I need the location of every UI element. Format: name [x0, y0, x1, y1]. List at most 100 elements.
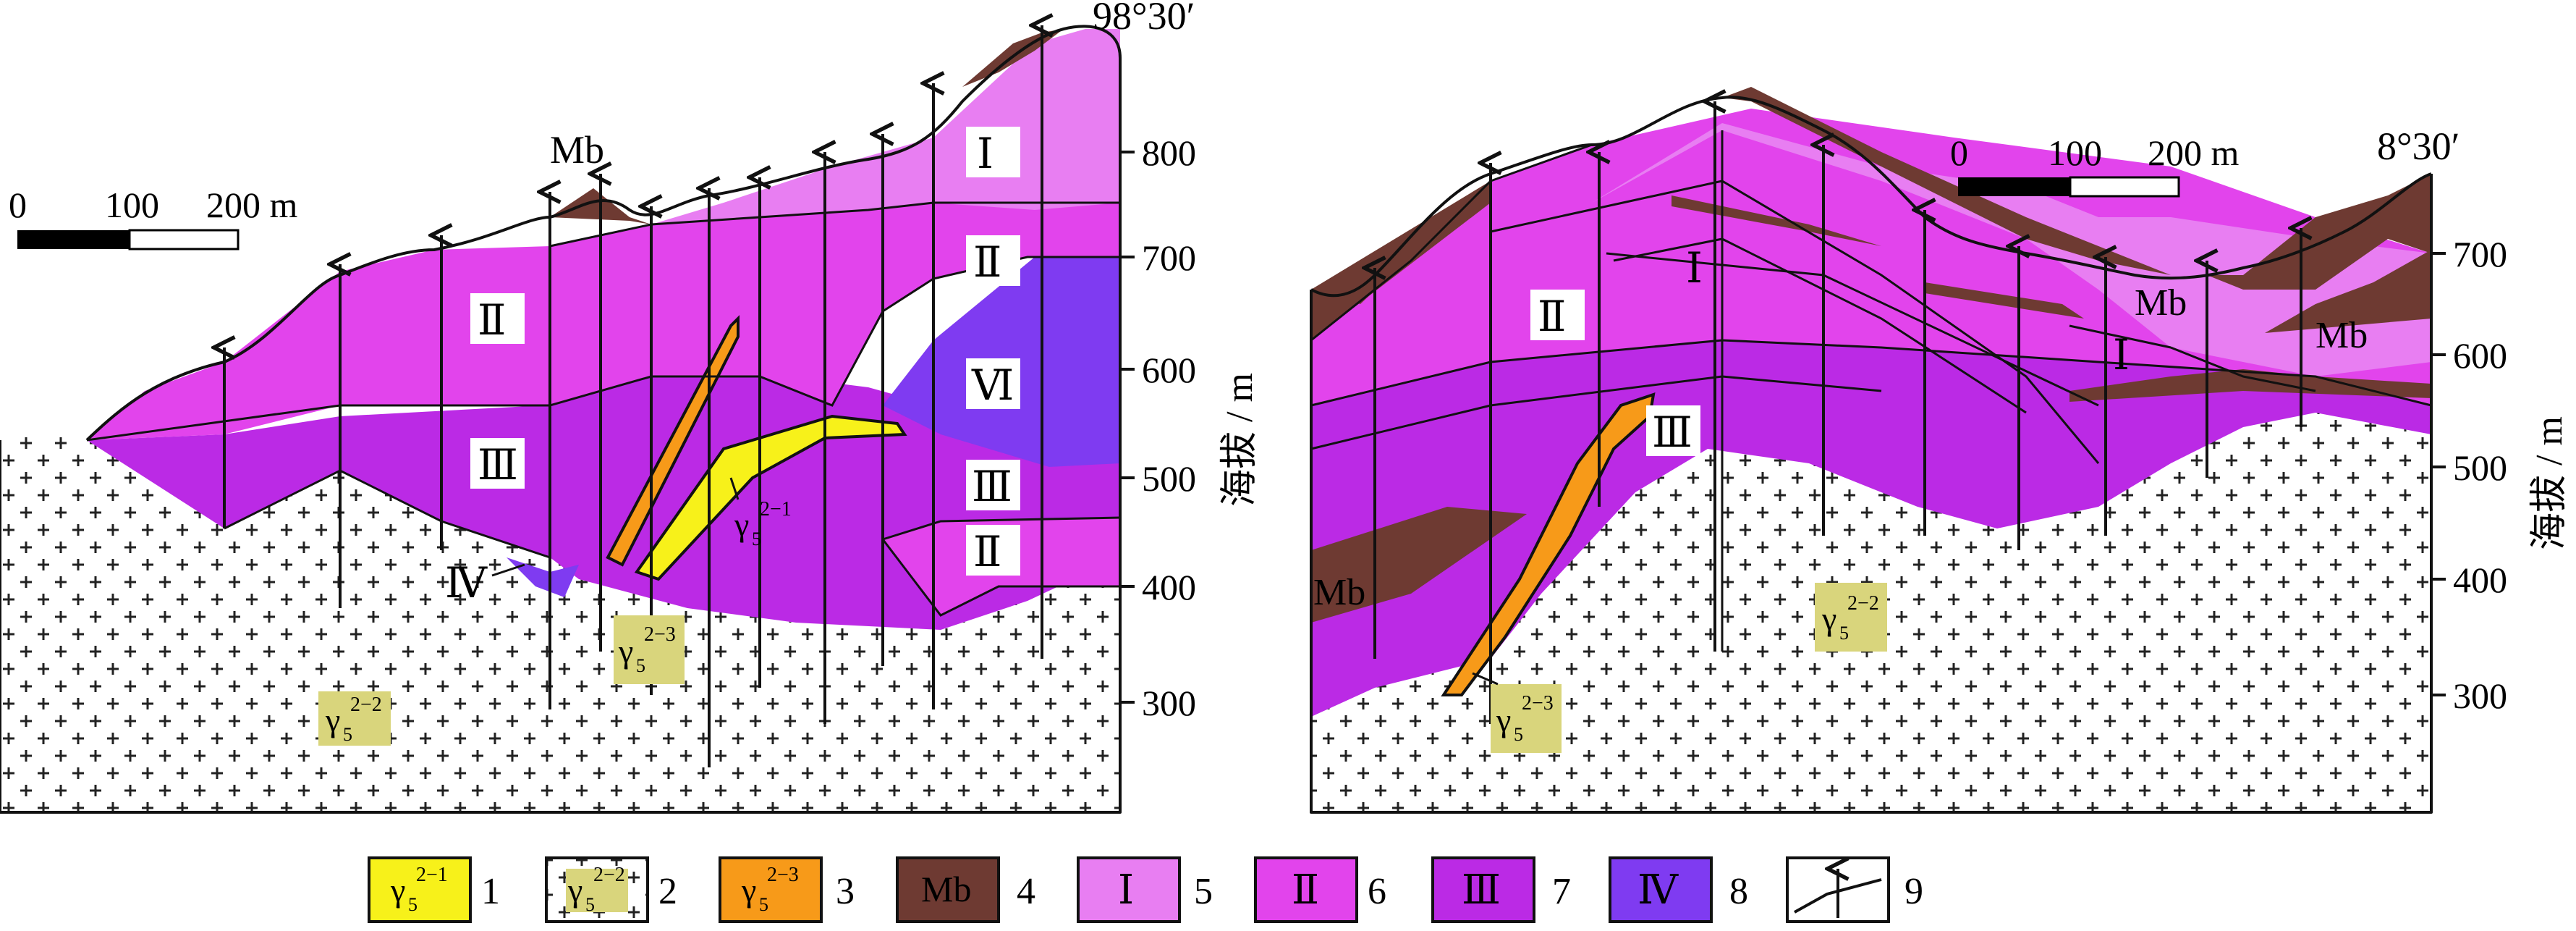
- right-label-unit-I-right: Ⅰ: [2113, 332, 2130, 379]
- right-elev-tick-500: 500: [2453, 447, 2507, 488]
- legend-4-text: Mb: [921, 869, 971, 909]
- left-label-unit-IV: Ⅳ: [445, 560, 488, 607]
- left-unit-II-body: [87, 203, 1120, 440]
- left-g23-sub: 5: [636, 655, 645, 676]
- right-elev-tick-600: 600: [2453, 335, 2507, 376]
- legend-8-text: Ⅳ: [1637, 868, 1679, 913]
- legend: γ 5 2−1 1 γ 5 2−2 2 γ 5 2−3 3 Mb 4 Ⅰ: [368, 856, 1923, 923]
- right-g22-base: γ: [1821, 600, 1836, 637]
- right-scale-end: 200 m: [2148, 132, 2240, 173]
- legend-3-base: γ: [741, 872, 756, 909]
- right-g23-sub: 5: [1514, 724, 1523, 745]
- right-label-unit-I-top: Ⅰ: [1686, 245, 1703, 292]
- left-label-marble: Mb: [550, 128, 604, 172]
- legend-item-5: Ⅰ 5: [1077, 856, 1213, 923]
- legend-item-7: Ⅲ 7: [1431, 856, 1571, 923]
- legend-2-sup: 2−2: [593, 864, 625, 886]
- left-scale-end: 200 m: [206, 185, 298, 225]
- left-topography: [85, 25, 1122, 442]
- left-scale-zero: 0: [9, 185, 27, 225]
- left-elev-tick-800: 800: [1142, 132, 1196, 173]
- legend-3-num: 3: [836, 871, 855, 912]
- left-g23-sup: 2−3: [644, 623, 676, 646]
- left-g22-sup: 2−2: [350, 694, 382, 716]
- left-section-frame: [0, 58, 1122, 814]
- right-marble-band-3: [2069, 369, 2431, 402]
- legend-9-num: 9: [1905, 871, 1923, 912]
- legend-1-base: γ: [390, 872, 405, 909]
- left-g21-sub: 5: [752, 528, 761, 549]
- right-elevation-axis: 700 600 500 400 300 海拔 / m: [2431, 234, 2570, 716]
- left-label-unit-II-left: Ⅱ: [478, 297, 506, 344]
- left-unit-I-cap: [550, 29, 1120, 246]
- legend-2-sub: 5: [585, 894, 595, 915]
- right-elev-axis-title: 海拔 / m: [2529, 416, 2570, 550]
- right-unit-labels: Ⅱ Ⅰ Ⅲ Mb Mb Mb Ⅰ: [1313, 245, 2368, 613]
- legend-6-text: Ⅱ: [1292, 868, 1319, 913]
- legend-3-sup: 2−3: [767, 864, 799, 886]
- left-g21-base: γ: [734, 506, 749, 543]
- right-elev-tick-700: 700: [2453, 234, 2507, 274]
- right-label-unit-III: Ⅲ: [1652, 409, 1692, 456]
- right-marble-right: [2265, 250, 2431, 333]
- left-label-unit-II-top: Ⅱ: [973, 239, 1001, 286]
- left-longitude-label: 98°30′: [1093, 0, 1195, 38]
- legend-2-base: γ: [567, 872, 582, 909]
- left-g23-base: γ: [618, 633, 633, 670]
- legend-6-num: 6: [1368, 871, 1386, 912]
- legend-7-num: 7: [1552, 871, 1571, 912]
- right-base-layers: [1311, 340, 2431, 717]
- legend-3-sub: 5: [759, 894, 768, 915]
- left-elev-axis-title: 海拔 / m: [1219, 373, 1261, 507]
- left-label-unit-II-low: Ⅱ: [973, 528, 1001, 576]
- left-label-unit-I: Ⅰ: [977, 130, 993, 177]
- right-scale-bar: 0 100 200 m: [1950, 132, 2240, 198]
- legend-item-4: Mb 4: [896, 856, 1035, 923]
- left-label-unit-III-right: Ⅲ: [972, 463, 1012, 510]
- right-scale-zero: 0: [1950, 132, 1968, 173]
- legend-9-topo-line: [1794, 878, 1882, 914]
- right-label-marble-right: Mb: [2316, 315, 2368, 356]
- left-g21-sup: 2−1: [760, 498, 792, 521]
- legend-7-text: Ⅲ: [1462, 868, 1501, 913]
- right-marble-band-1: [1672, 195, 1881, 246]
- right-marble-band-2: [1925, 282, 2084, 319]
- right-g22-sup: 2−2: [1847, 592, 1879, 615]
- right-topography: [1310, 96, 2432, 298]
- legend-item-6: Ⅱ 6: [1254, 856, 1386, 923]
- left-unit-labels: Ⅰ Ⅱ Ⅱ Ⅲ Ⅵ Ⅲ Ⅱ Ⅳ Mb: [445, 127, 1020, 607]
- legend-5-num: 5: [1194, 871, 1213, 912]
- left-g22-sub: 5: [343, 724, 352, 745]
- left-elev-tick-600: 600: [1142, 350, 1196, 390]
- legend-item-3: γ 5 2−3 3: [719, 856, 855, 923]
- right-scale-mid: 100: [2048, 132, 2102, 173]
- legend-2-num: 2: [658, 871, 677, 912]
- left-elevation-axis: 800 700 600 500 400 300 海拔 / m: [1120, 132, 1261, 723]
- left-drillholes: [224, 25, 1042, 767]
- left-unit-IV-small: [507, 557, 579, 597]
- right-elev-tick-400: 400: [2453, 560, 2507, 600]
- right-g22-sub: 5: [1839, 623, 1849, 644]
- left-scale-mid: 100: [105, 185, 159, 225]
- left-elev-tick-500: 500: [1142, 458, 1196, 499]
- left-section: 800 700 600 500 400 300 海拔 / m 98°30′ 0 …: [0, 0, 1261, 814]
- legend-5-text: Ⅰ: [1118, 868, 1134, 913]
- left-elev-tick-700: 700: [1142, 237, 1196, 278]
- right-section-frame: [1310, 174, 2433, 814]
- left-elev-tick-300: 300: [1142, 683, 1196, 723]
- right-section: 700 600 500 400 300 海拔 / m 8°30′ 0 100 2…: [1310, 87, 2570, 814]
- legend-item-9: 9: [1786, 856, 1923, 923]
- right-marble-left: [1311, 181, 1491, 340]
- right-label-marble-left: Mb: [1313, 572, 1365, 613]
- legend-1-sup: 2−1: [416, 864, 448, 886]
- right-granite-labels: γ 5 2−2 γ 5 2−3: [1472, 583, 1887, 753]
- left-scale-bar: 0 100 200 m: [9, 185, 298, 250]
- left-g22-base: γ: [325, 702, 340, 738]
- right-g23-sup: 2−3: [1522, 692, 1554, 715]
- legend-item-8: Ⅳ 8: [1609, 856, 1748, 923]
- legend-item-1: γ 5 2−1 1: [368, 856, 500, 923]
- legend-8-num: 8: [1729, 871, 1748, 912]
- right-marble-left-low: [1311, 507, 1527, 623]
- left-label-unit-III-left: Ⅲ: [478, 442, 518, 489]
